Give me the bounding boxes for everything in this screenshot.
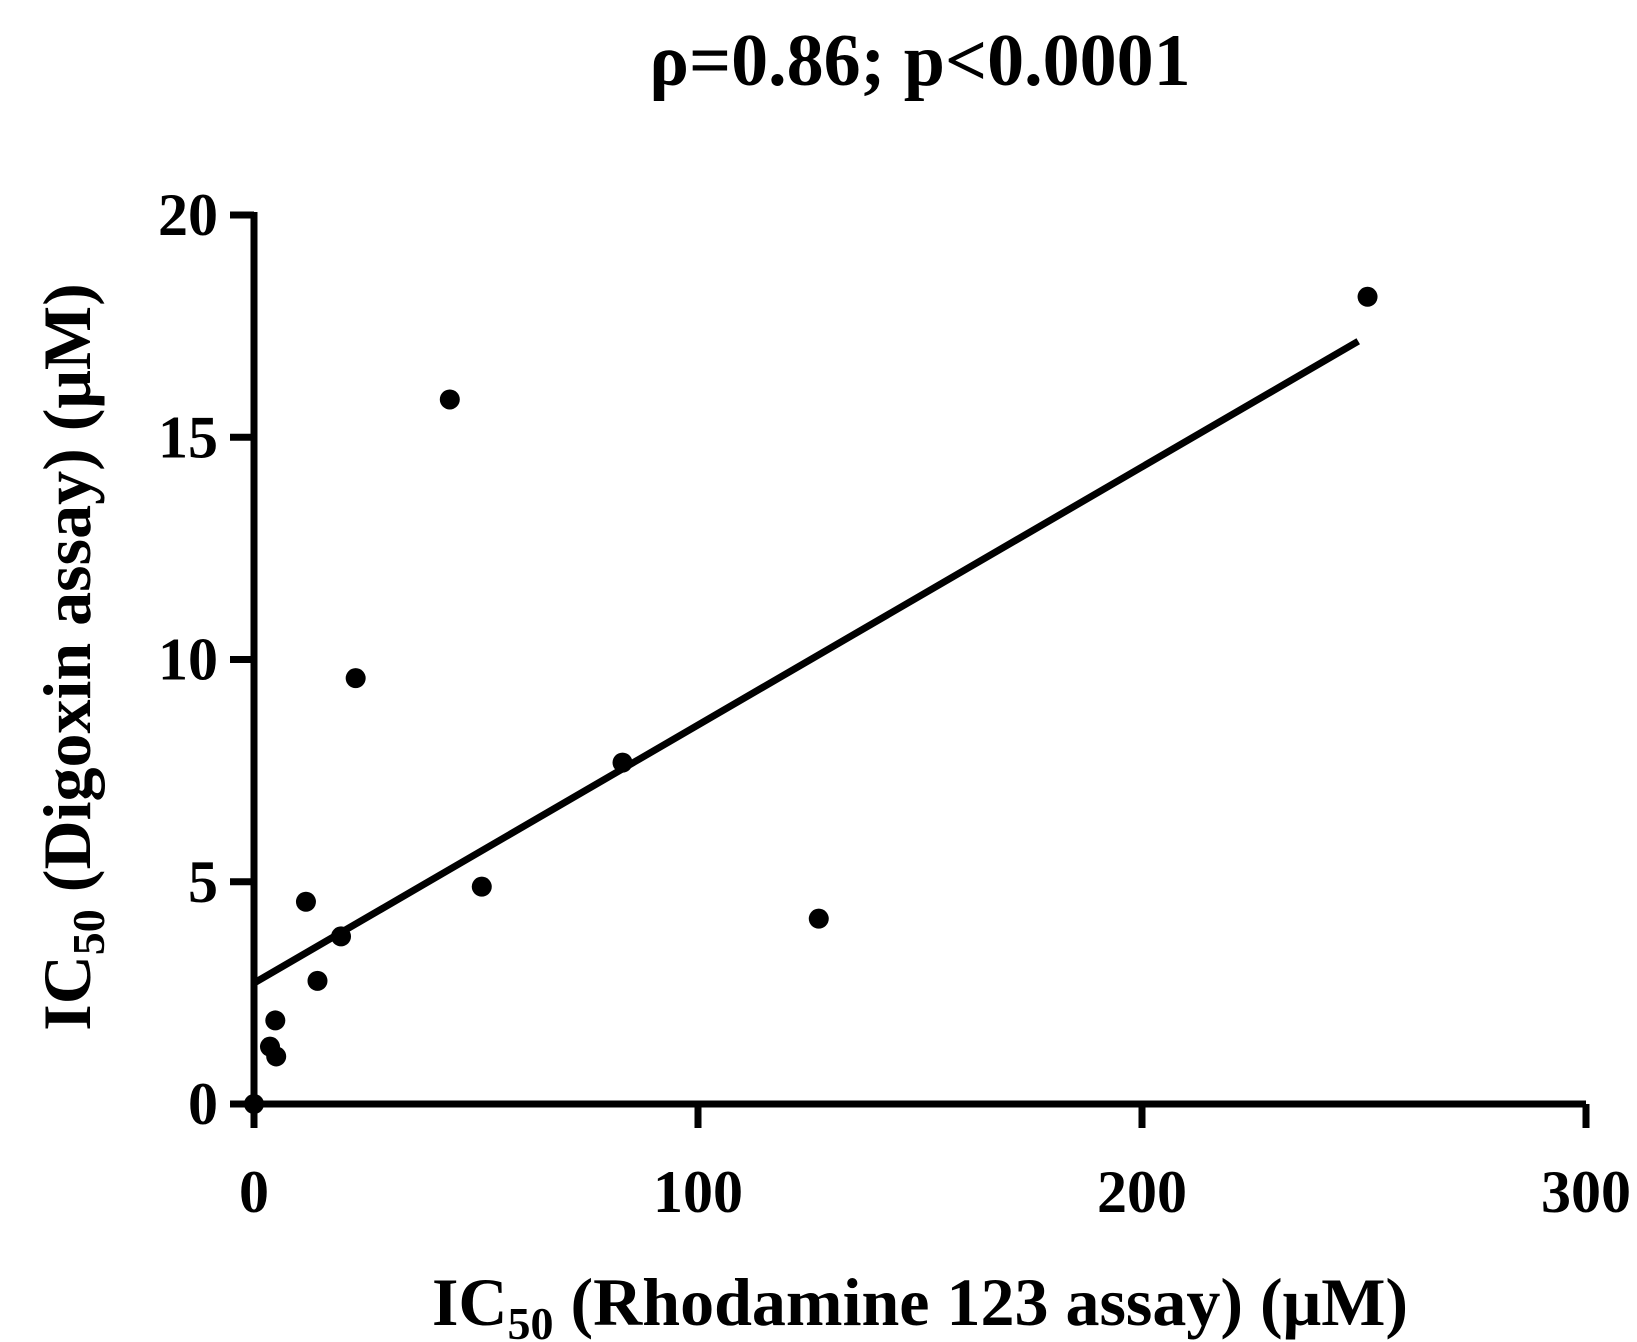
point <box>1357 286 1378 307</box>
point <box>439 389 460 410</box>
point <box>295 891 316 912</box>
point <box>808 908 829 929</box>
x-tick-label: 200 <box>1097 1159 1187 1225</box>
fit-line <box>252 338 1360 987</box>
point <box>244 1094 264 1114</box>
x-label-rest: (Rhodamine 123 assay) (μM) <box>554 1264 1409 1340</box>
x-tick-label: 0 <box>239 1159 269 1225</box>
x-tick-label: 100 <box>653 1159 743 1225</box>
chart-title: ρ=0.86; p<0.0001 <box>649 20 1190 102</box>
point <box>331 926 352 947</box>
point <box>307 970 328 991</box>
point <box>345 668 366 689</box>
y-tick-label: 20 <box>158 182 218 248</box>
x-label-main: IC <box>432 1264 508 1340</box>
y-tick-label: 15 <box>158 404 218 470</box>
x-tick-label: 300 <box>1541 1159 1631 1225</box>
y-tick-label: 5 <box>188 849 218 915</box>
y-label-main: IC <box>29 955 105 1031</box>
point <box>266 1046 287 1067</box>
y-axis-label: IC50 (Digoxin assay) (μM) <box>29 283 114 1031</box>
point <box>612 752 633 773</box>
x-label-sub: 50 <box>508 1298 554 1342</box>
point <box>265 1010 286 1031</box>
point <box>471 876 492 897</box>
y-label-sub: 50 <box>63 909 114 955</box>
x-axis-label: IC50 (Rhodamine 123 assay) (μM) <box>432 1264 1408 1342</box>
y-tick-label: 10 <box>158 627 218 693</box>
y-tick-label: 0 <box>188 1071 218 1137</box>
y-label-rest: (Digoxin assay) (μM) <box>29 283 105 909</box>
